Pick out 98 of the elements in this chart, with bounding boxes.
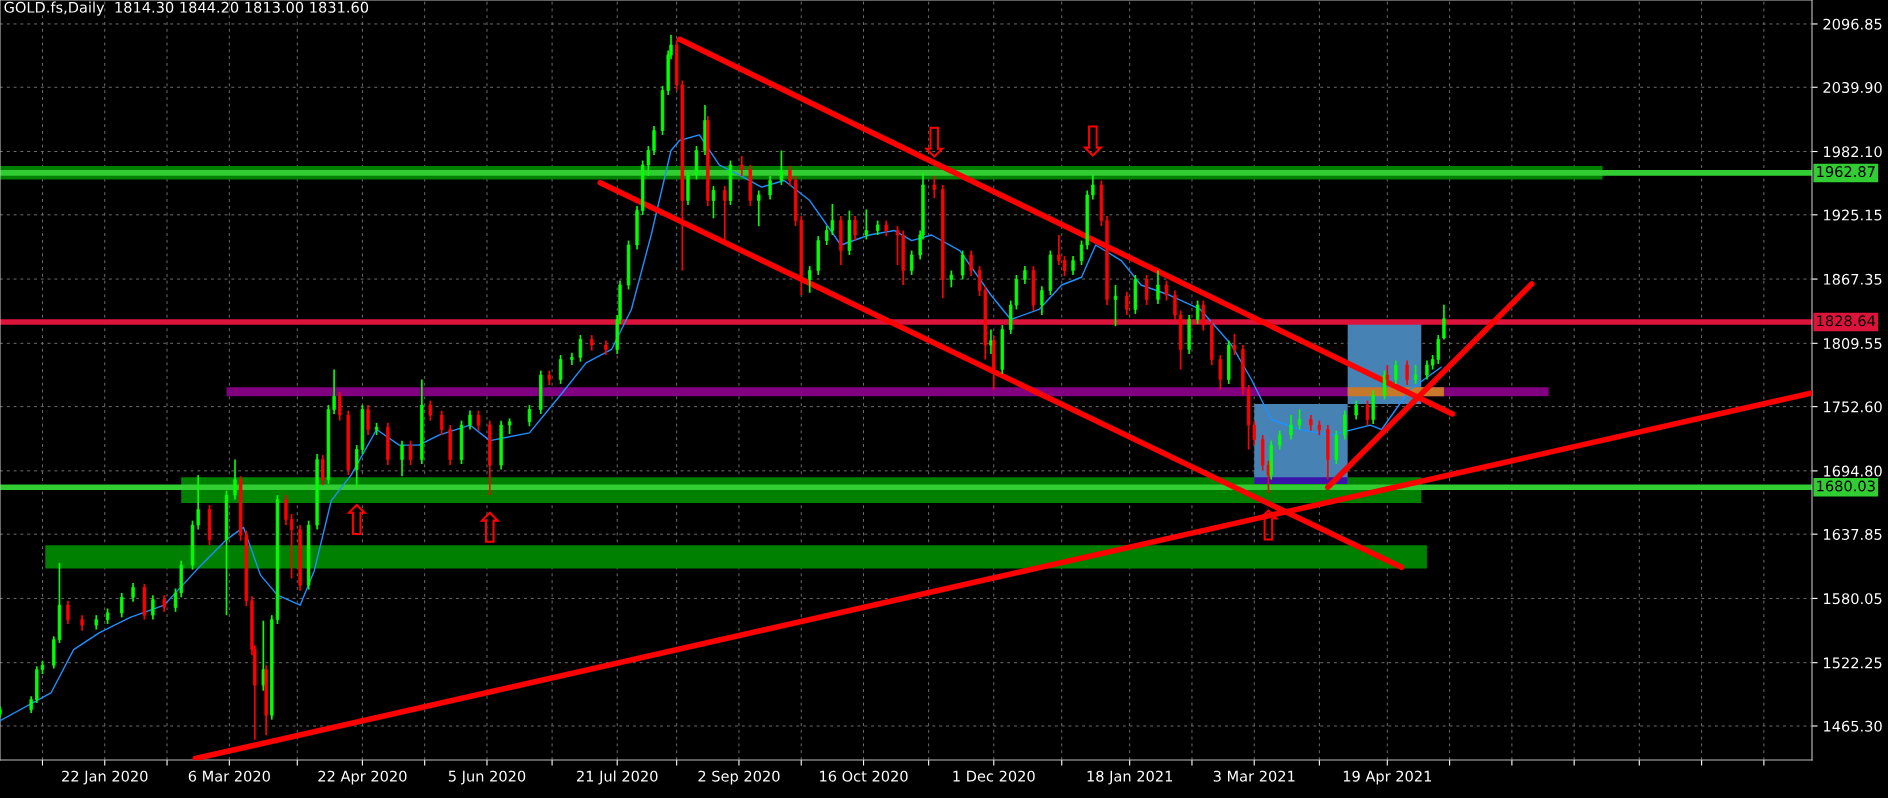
candlestick <box>558 354 563 385</box>
y-tick-label: 1925.15 <box>1824 209 1882 221</box>
candlestick <box>864 208 869 241</box>
candlestick <box>366 404 370 436</box>
candlestick <box>1218 354 1222 391</box>
x-tick-label: 22 Apr 2020 <box>318 770 407 785</box>
candlestick <box>151 594 155 621</box>
candlestick <box>1156 269 1160 305</box>
candlestick <box>468 409 472 431</box>
annotation: ⇧ <box>346 503 368 535</box>
candlestick <box>1343 409 1347 441</box>
y-tick-label: 1752.60 <box>1824 401 1882 413</box>
ref-line-label: 1680.03 <box>1817 480 1875 492</box>
candlestick <box>1354 399 1358 421</box>
candlestick <box>1289 414 1293 441</box>
candlestick <box>652 125 656 156</box>
candlestick <box>1297 408 1302 431</box>
candlestick <box>1195 299 1200 325</box>
y-tick-label: 1580.05 <box>1824 593 1882 605</box>
candlestick <box>1040 285 1044 316</box>
y-tick-label: 1867.35 <box>1824 273 1882 285</box>
candlestick <box>1125 290 1129 316</box>
candlestick <box>284 494 288 526</box>
candlestick <box>578 334 583 363</box>
y-tick-label: 1637.85 <box>1824 528 1882 540</box>
y-tick-label: 2039.90 <box>1823 81 1882 94</box>
x-tick-label: 21 Jul 2020 <box>577 770 658 785</box>
candlestick <box>768 175 772 201</box>
candlestick <box>711 185 716 220</box>
y-tick-label: 1982.10 <box>1824 146 1882 158</box>
candlestick <box>1057 234 1061 266</box>
candlestick <box>400 439 404 478</box>
candlestick <box>969 249 973 277</box>
candlestick <box>439 409 444 436</box>
candlestick <box>1425 359 1429 381</box>
candlestick <box>808 265 812 294</box>
annotation: ⇧ <box>479 511 501 543</box>
candlestick <box>740 155 744 177</box>
candlestick <box>233 458 237 501</box>
candlestick <box>960 249 965 281</box>
candlestick <box>779 149 784 186</box>
candlestick <box>1091 174 1095 201</box>
candlestick <box>1405 359 1409 386</box>
candlestick <box>173 587 178 613</box>
x-tick-label: 16 Oct 2020 <box>820 770 908 782</box>
candlestick <box>1079 239 1084 266</box>
candlestick <box>1201 299 1205 332</box>
x-tick-label: 18 Jan 2021 <box>1087 770 1173 785</box>
candlestick <box>321 454 325 486</box>
candlestick <box>1413 364 1418 385</box>
annotation: ⇩ <box>923 126 945 159</box>
candlestick <box>131 582 135 603</box>
candlestick <box>527 404 532 428</box>
ref-line-label: 1962.87 <box>1817 166 1875 178</box>
x-tick-label: 5 Jun 2020 <box>448 770 526 785</box>
y-tick-label: 1694.80 <box>1824 465 1882 477</box>
candlestick <box>338 390 342 422</box>
candlestick <box>408 439 413 466</box>
candlestick <box>476 409 481 432</box>
candlestick <box>1164 279 1169 302</box>
candlestick <box>895 225 900 266</box>
x-tick-label: 22 Jan 2020 <box>62 770 148 785</box>
candlestick <box>989 328 993 355</box>
candlestick <box>120 592 124 619</box>
candlestick <box>1278 429 1282 451</box>
candlestick <box>289 513 294 580</box>
y-tick-label: 1522.25 <box>1824 657 1882 669</box>
candlestick <box>332 368 336 415</box>
candlestick <box>757 189 761 227</box>
candlestick <box>1144 274 1149 306</box>
x-tick-label: 2 Sep 2020 <box>698 770 780 785</box>
candlestick <box>570 351 574 366</box>
candlestick <box>1071 255 1075 276</box>
candlestick <box>261 619 265 692</box>
x-tick-label: 3 Mar 2021 <box>1213 770 1295 782</box>
candlestick <box>196 474 200 531</box>
candlestick <box>932 175 937 200</box>
y-tick-label: 1465.30 <box>1824 720 1882 732</box>
x-tick-label: 1 Dec 2020 <box>953 770 1035 782</box>
chart-title: GOLD.fs,Daily 1814.30 1844.20 1813.00 1831.60 <box>4 1 369 16</box>
y-tick-label: 1809.55 <box>1824 338 1882 350</box>
candlestick <box>1113 284 1118 327</box>
candlestick <box>909 249 914 276</box>
x-tick-label: 6 Mar 2020 <box>188 770 270 782</box>
candlestick <box>1394 359 1398 385</box>
candlestick <box>853 215 857 242</box>
candlestick <box>1442 303 1446 341</box>
candlestick <box>428 399 433 422</box>
ref-line-label: 1828.64 <box>1817 315 1876 327</box>
annotation: ⇩ <box>1082 125 1104 157</box>
candlestick <box>66 599 70 625</box>
candlestick <box>788 165 792 187</box>
candlestick <box>1232 333 1237 356</box>
candlestick <box>1173 289 1177 322</box>
y-tick-label: 2096.85 <box>1823 18 1882 30</box>
candlestick <box>1365 399 1370 426</box>
x-tick-label: 19 Apr 2021 <box>1343 770 1432 785</box>
candlestick <box>1062 255 1067 277</box>
